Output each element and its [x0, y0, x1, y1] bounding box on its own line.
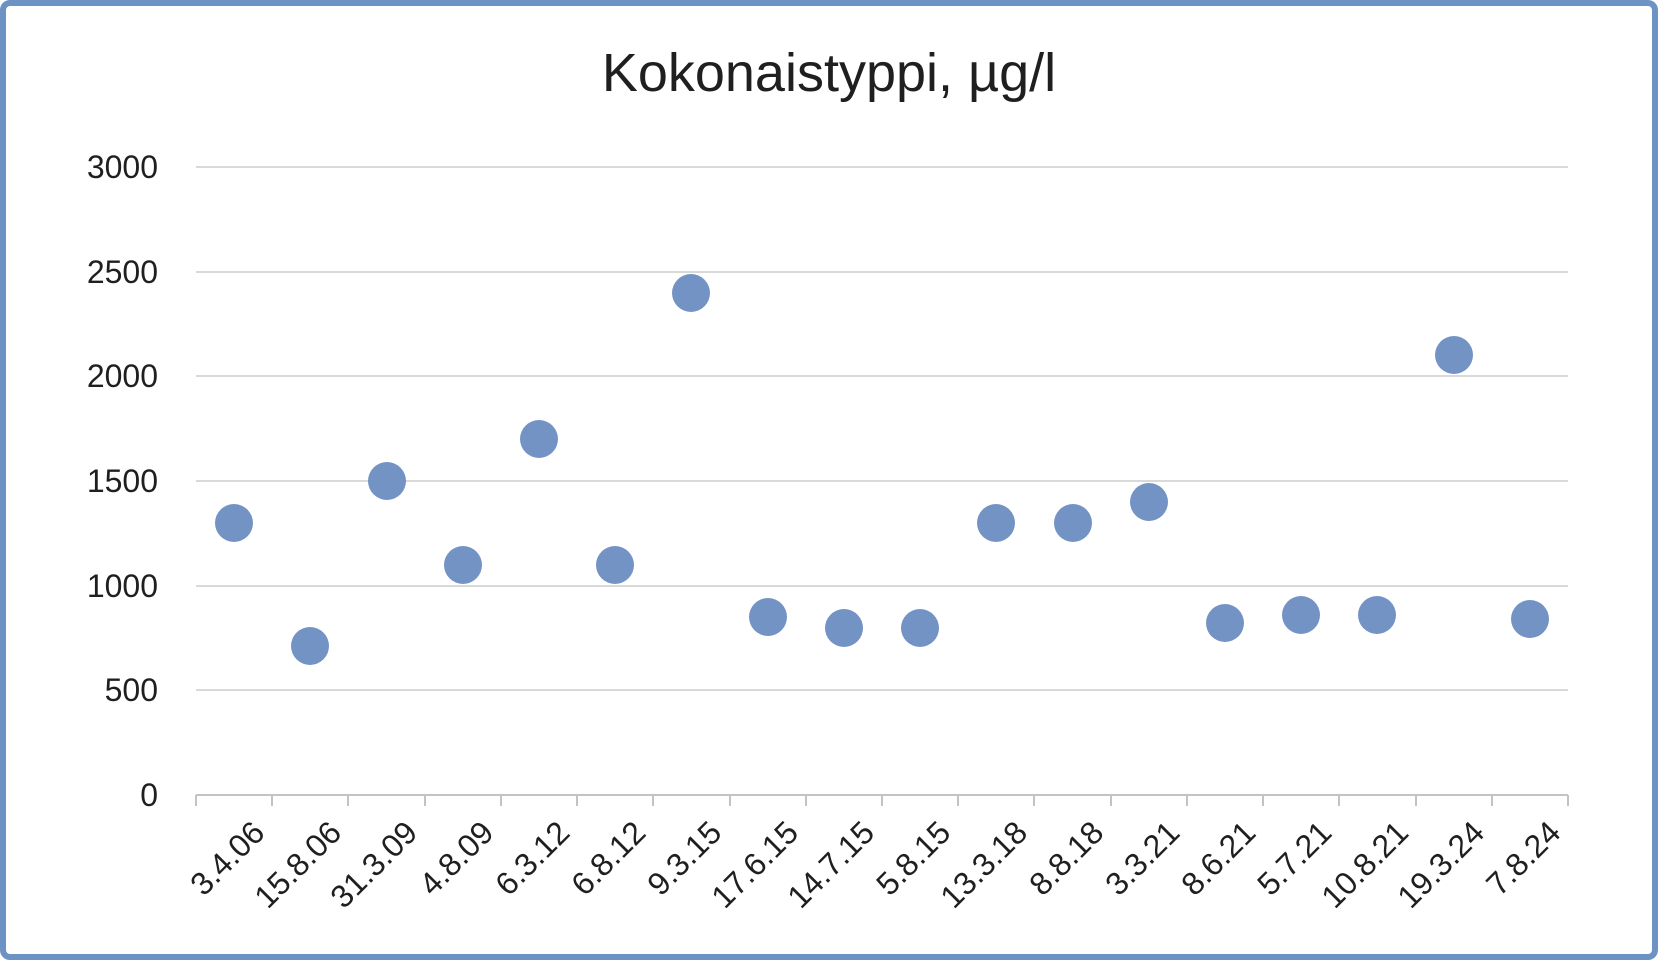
data-point	[215, 503, 254, 542]
y-axis-tick-label: 0	[140, 777, 158, 813]
x-axis-tick-label: 7.8.24	[1478, 814, 1568, 903]
y-axis-tick-label: 1500	[86, 463, 158, 499]
data-point	[291, 627, 330, 666]
gridline	[196, 270, 1568, 273]
x-axis-tick-mark	[576, 795, 579, 806]
y-axis-tick-label: 2000	[86, 358, 158, 395]
x-axis-tick-mark	[499, 795, 502, 806]
y-axis-tick-label: 500	[104, 672, 158, 709]
data-point	[748, 598, 787, 637]
gridline	[196, 375, 1568, 378]
x-axis-tick-mark	[881, 795, 883, 806]
gridline	[196, 166, 1568, 168]
x-axis-tick-mark	[1033, 795, 1036, 806]
x-axis-tick-label: 8.8.18	[1021, 814, 1111, 903]
data-point	[1053, 503, 1092, 542]
data-point	[1129, 482, 1168, 521]
data-point	[596, 545, 635, 584]
x-axis-tick-mark	[271, 795, 274, 806]
x-axis-tick-label: 3.3.21	[1097, 814, 1187, 903]
data-point	[443, 545, 482, 584]
x-axis-tick-mark	[1109, 795, 1112, 806]
data-point	[1434, 336, 1473, 375]
x-axis-tick-mark	[1567, 795, 1569, 806]
y-axis-tick-label: 2500	[86, 253, 158, 290]
data-point	[977, 503, 1016, 542]
x-axis-tick-mark	[195, 795, 197, 806]
data-point	[1206, 604, 1244, 643]
data-point	[520, 420, 558, 459]
data-point	[901, 608, 940, 647]
x-axis-tick-mark	[804, 795, 807, 806]
data-point	[1358, 595, 1397, 634]
data-point	[1510, 600, 1549, 639]
x-axis-tick-mark	[1185, 795, 1188, 806]
x-axis-tick-mark	[652, 795, 655, 806]
x-axis-tick-mark	[347, 795, 350, 806]
x-axis-tick-mark	[423, 795, 426, 806]
gridline	[196, 689, 1568, 692]
data-point	[824, 608, 863, 647]
gridline	[196, 584, 1568, 587]
x-axis-tick-label: 6.8.12	[564, 814, 653, 903]
data-point	[672, 273, 711, 312]
x-axis-tick-label: 6.3.12	[488, 814, 577, 903]
y-axis-tick-label: 3000	[86, 149, 158, 185]
x-axis-tick-mark	[1338, 795, 1341, 806]
x-axis-tick-mark	[1262, 795, 1265, 806]
gridline	[196, 480, 1568, 482]
data-point	[367, 462, 406, 500]
x-axis-tick-label: 8.6.21	[1174, 814, 1263, 903]
data-point	[1282, 595, 1321, 634]
chart-title: Kokonaistyppi, µg/l	[601, 43, 1057, 103]
y-axis-tick-label: 1000	[86, 567, 158, 604]
x-axis-tick-mark	[1490, 795, 1493, 806]
x-axis-tick-label: 4.8.09	[411, 814, 501, 903]
x-axis-tick-mark	[1414, 795, 1417, 806]
x-axis-tick-mark	[728, 795, 731, 806]
x-axis-tick-mark	[957, 795, 960, 806]
